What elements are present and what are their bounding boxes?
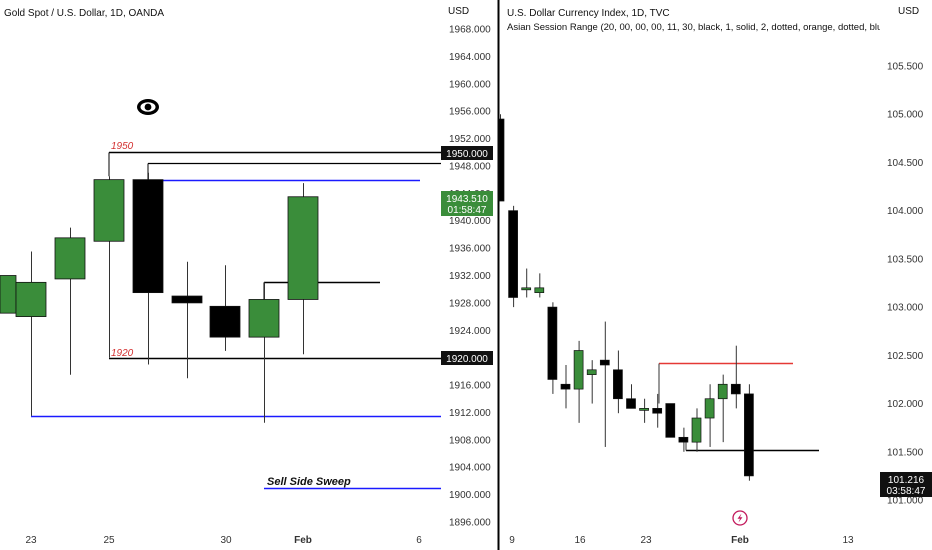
- dxy-candle: [521, 268, 532, 298]
- gold-candle: [132, 172, 164, 365]
- annotation-1950: 1950: [111, 141, 134, 152]
- dxy-date-tick: Feb: [731, 535, 749, 546]
- dxy-date-tick: 13: [842, 535, 854, 546]
- gold-price-tick: 1904.000: [449, 463, 491, 474]
- dxy-price-tick: 102.500: [887, 351, 924, 362]
- dxy-price-tick: 104.000: [887, 206, 924, 217]
- gold-candle: [93, 176, 125, 358]
- gold-time-axis[interactable]: 23 25 30 Feb 6: [25, 535, 422, 546]
- gold-candles: [0, 172, 319, 423]
- dxy-price-tick: 105.000: [887, 110, 924, 121]
- gold-date-tick: 25: [103, 535, 115, 546]
- level-tag-1950: 1950.000: [441, 146, 493, 160]
- eye-icon: [137, 99, 159, 115]
- dxy-candle: [573, 340, 584, 423]
- dxy-candle: [498, 114, 505, 202]
- dxy-candle: [678, 427, 689, 452]
- gold-price-tick: 1936.000: [449, 244, 491, 255]
- dxy-candle: [547, 302, 558, 394]
- annotation-1920: 1920: [111, 348, 134, 359]
- gold-date-tick: Feb: [294, 535, 312, 546]
- gold-price-tick: 1948.000: [449, 161, 491, 172]
- gold-price-tick: 1968.000: [449, 25, 491, 36]
- dxy-candle: [704, 384, 715, 447]
- gold-price-tick: 1916.000: [449, 381, 491, 392]
- dxy-price-tick: 105.500: [887, 62, 924, 73]
- dxy-candle: [652, 393, 663, 428]
- gold-price-tick: 1952.000: [449, 134, 491, 145]
- svg-text:1950.000: 1950.000: [446, 149, 488, 160]
- gold-levels: [31, 151, 441, 490]
- gold-candle: [0, 275, 17, 314]
- dxy-last-price-tag: 101.216 03:58:47: [880, 472, 932, 497]
- gold-chart-title: Gold Spot / U.S. Dollar, 1D, OANDA: [4, 8, 164, 19]
- gold-price-tick: 1956.000: [449, 107, 491, 118]
- dxy-date-tick: 16: [574, 535, 586, 546]
- gold-price-tick: 1928.000: [449, 298, 491, 309]
- gold-candle: [287, 183, 319, 355]
- gold-price-tick: 1896.000: [449, 518, 491, 529]
- dxy-price-tick: 104.500: [887, 158, 924, 169]
- dxy-price-axis[interactable]: 105.500 105.000 104.500 104.000 103.500 103.0…: [887, 62, 924, 507]
- dxy-candle: [508, 205, 518, 308]
- gold-price-tick: 1908.000: [449, 435, 491, 446]
- svg-text:1943.510: 1943.510: [446, 194, 488, 205]
- annotation-sell-side-sweep: Sell Side Sweep: [267, 476, 351, 488]
- gold-price-axis[interactable]: 1968.000 1964.000 1960.000 1956.000 1952.000…: [449, 25, 491, 529]
- dxy-candle: [717, 374, 728, 443]
- gold-price-tick: 1964.000: [449, 52, 491, 63]
- last-price-tag: 1943.510 01:58:47: [441, 191, 493, 216]
- dxy-chart-panel[interactable]: U.S. Dollar Currency Index, 1D, TVC Asia…: [498, 6, 932, 546]
- dxy-candle: [639, 398, 649, 423]
- gold-candle: [209, 265, 241, 351]
- dxy-currency-label: USD: [898, 6, 919, 17]
- dxy-candle: [744, 384, 754, 481]
- gold-price-tick: 1900.000: [449, 490, 491, 501]
- gold-currency-label: USD: [448, 6, 469, 17]
- gold-candle: [15, 251, 47, 416]
- dxy-candle: [586, 360, 597, 404]
- dxy-candle: [691, 408, 702, 452]
- dxy-price-tick: 101.000: [887, 496, 924, 507]
- dxy-time-axis[interactable]: 9 16 23 Feb 13: [509, 535, 854, 546]
- dxy-candle: [599, 321, 610, 447]
- dxy-chart-title: U.S. Dollar Currency Index, 1D, TVC: [507, 8, 670, 19]
- gold-price-tick: 1932.000: [449, 271, 491, 282]
- level-tag-1920: 1920.000: [441, 351, 493, 365]
- svg-text:03:58:47: 03:58:47: [887, 486, 926, 497]
- dxy-date-tick: 9: [509, 535, 515, 546]
- gold-date-tick: 30: [220, 535, 232, 546]
- dxy-candles: [498, 114, 754, 481]
- indicator-legend[interactable]: Asian Session Range (20, 00, 00, 00, 11,…: [507, 22, 915, 33]
- dxy-candle: [613, 350, 623, 414]
- gold-candle: [171, 261, 203, 379]
- gold-candle: [248, 282, 280, 423]
- gold-date-tick: 23: [25, 535, 37, 546]
- dxy-price-tick: 102.000: [887, 399, 924, 410]
- svg-text:1920.000: 1920.000: [446, 354, 488, 365]
- gold-price-tick: 1912.000: [449, 408, 491, 419]
- gold-price-tick: 1924.000: [449, 326, 491, 337]
- dxy-candle: [665, 403, 676, 438]
- gold-price-tick: 1960.000: [449, 79, 491, 90]
- dxy-price-tick: 103.000: [887, 303, 924, 314]
- gold-price-tick: 1940.000: [449, 216, 491, 227]
- dxy-candle: [626, 384, 636, 409]
- dxy-price-tick: 101.500: [887, 447, 924, 458]
- svg-text:01:58:47: 01:58:47: [448, 205, 487, 216]
- lightning-event-icon[interactable]: [732, 510, 748, 526]
- gold-candle: [54, 227, 86, 375]
- dxy-candle: [730, 345, 741, 409]
- gold-date-tick: 6: [416, 535, 422, 546]
- dxy-price-tick: 103.500: [887, 254, 924, 265]
- indicator-legend-fade: [880, 20, 932, 34]
- svg-text:101.216: 101.216: [888, 475, 925, 486]
- gold-chart-panel[interactable]: Gold Spot / U.S. Dollar, 1D, OANDA USD 1…: [0, 6, 493, 546]
- dxy-candle: [534, 273, 545, 298]
- dxy-candle: [560, 364, 571, 409]
- dxy-date-tick: 23: [640, 535, 652, 546]
